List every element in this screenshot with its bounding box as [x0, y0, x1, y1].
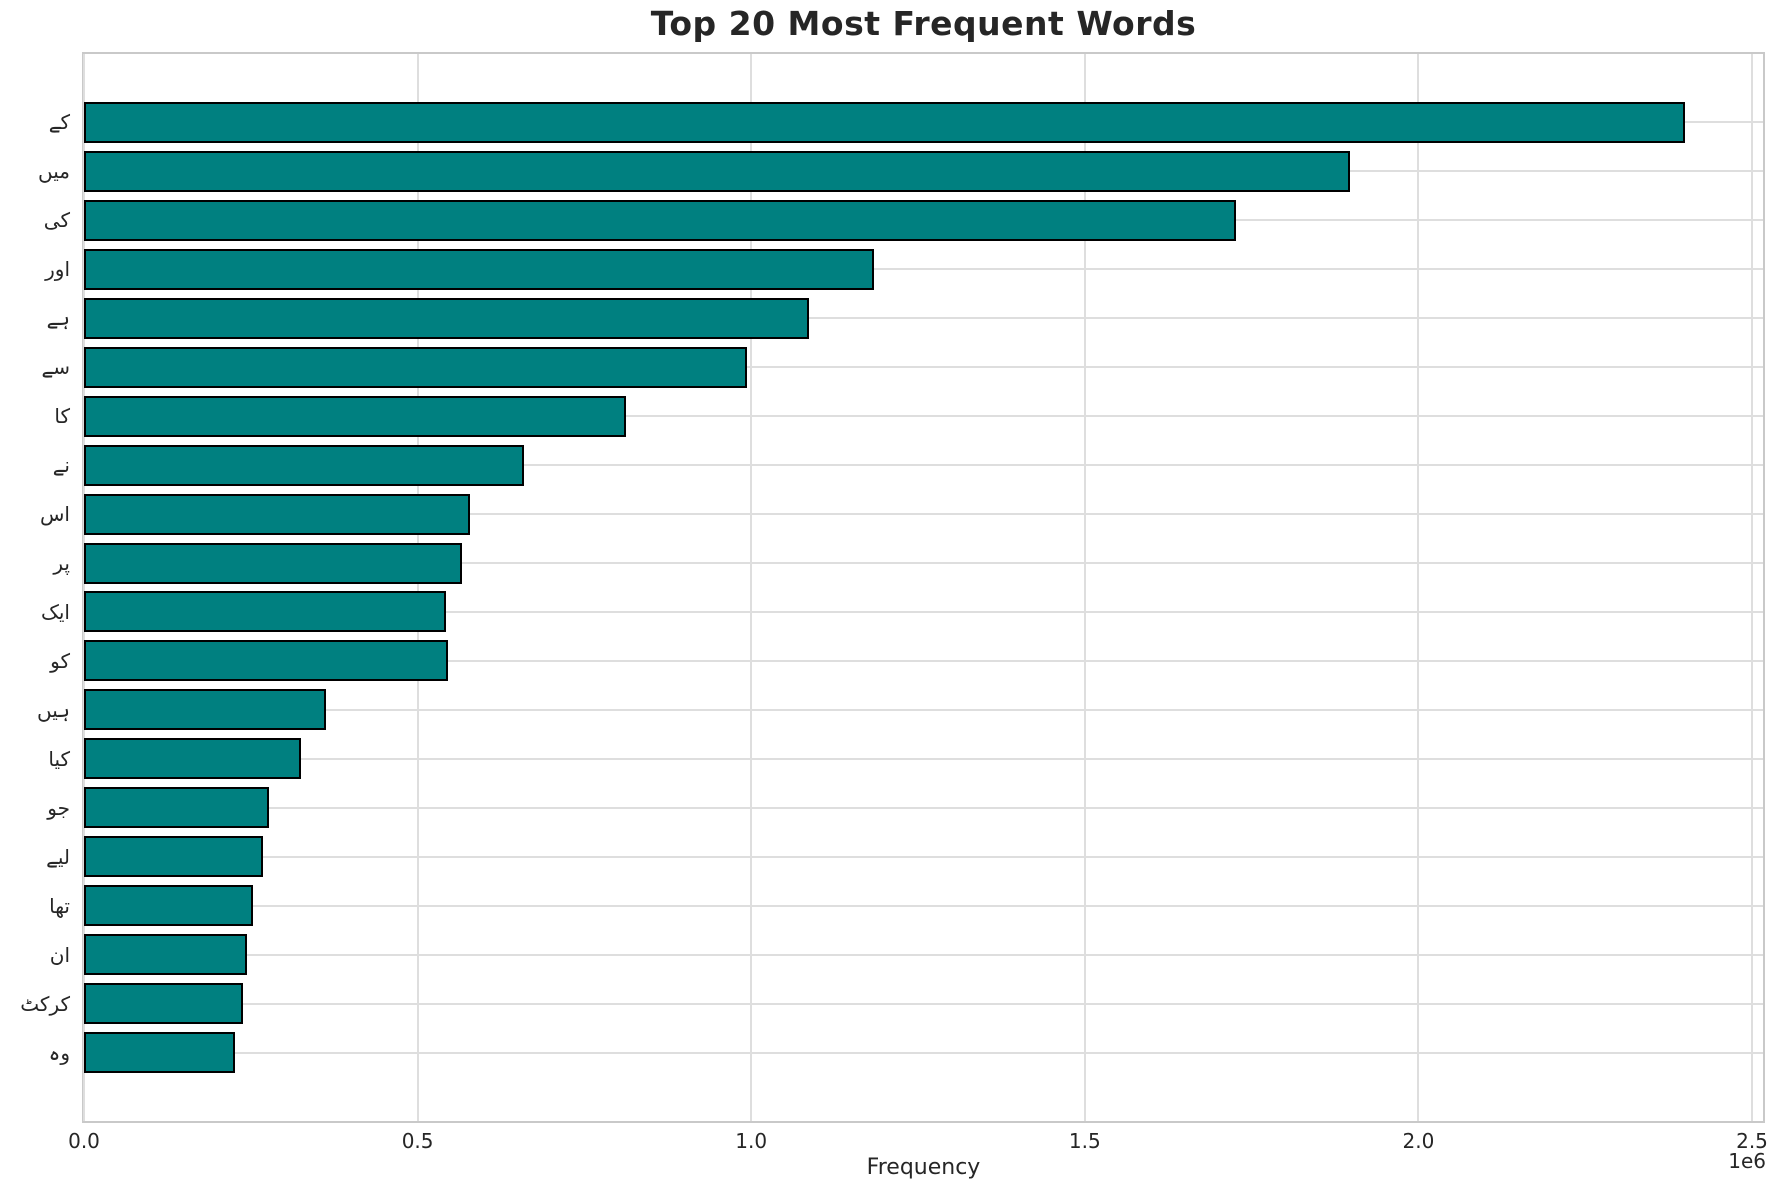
y-tick-label: جو [47, 795, 70, 820]
x-tick-label: 0.5 [401, 1129, 434, 1153]
bar [84, 591, 446, 633]
horizontal-gridline [84, 855, 1763, 858]
y-tick-label: ان [49, 942, 70, 967]
horizontal-gridline [84, 268, 1763, 271]
y-tick-label: کا [54, 404, 70, 429]
y-tick-label: سے [41, 355, 70, 380]
x-tick-label: 2.0 [1402, 1129, 1435, 1153]
x-tick-label: 0.0 [68, 1129, 100, 1153]
bar [84, 934, 247, 976]
bar [84, 542, 462, 584]
y-tick-label: کرکٹ [20, 991, 70, 1016]
vertical-gridline [416, 54, 419, 1121]
bar [84, 248, 874, 290]
horizontal-gridline [84, 415, 1763, 418]
y-tick-label: پر [53, 551, 70, 576]
y-tick-label: وہ [48, 1040, 70, 1065]
y-tick-label: تھا [49, 893, 70, 918]
bar [84, 444, 524, 486]
vertical-gridline [1751, 54, 1753, 1121]
horizontal-gridline [84, 1002, 1763, 1005]
horizontal-gridline [84, 1051, 1763, 1054]
bar [84, 493, 470, 535]
bar [84, 640, 448, 682]
y-tick-label: ہے [46, 306, 70, 331]
bar [84, 689, 326, 731]
horizontal-gridline [84, 513, 1763, 516]
vertical-gridline [83, 54, 85, 1121]
bar [84, 297, 809, 339]
bar [84, 885, 253, 927]
x-tick-label: 1.0 [735, 1129, 768, 1153]
x-axis-title: Frequency [866, 1155, 981, 1180]
horizontal-gridline [84, 610, 1763, 613]
bar [84, 150, 1350, 192]
bar [84, 101, 1685, 143]
bar [84, 199, 1236, 241]
bar [84, 983, 243, 1025]
chart-title: Top 20 Most Frequent Words [650, 4, 1197, 43]
y-axis-labels: کے میں کی اور ہے سے کا نے اس پر ایک کو ہیں کیا جو لیے تھ… [0, 52, 74, 1123]
y-tick-label: نے [52, 453, 70, 478]
horizontal-gridline [84, 757, 1763, 760]
bar [84, 738, 301, 780]
vertical-gridline [750, 54, 753, 1121]
horizontal-gridline [84, 464, 1763, 467]
bar [84, 836, 263, 878]
y-tick-label: ایک [40, 599, 70, 624]
horizontal-gridline [84, 317, 1763, 320]
horizontal-gridline [84, 904, 1763, 907]
plot-area [82, 52, 1765, 1123]
y-tick-label: کو [50, 648, 70, 673]
bar [84, 787, 269, 829]
horizontal-gridline [84, 366, 1763, 369]
x-axis-offset-text: 1e6 [1728, 1149, 1766, 1173]
y-tick-label: اس [40, 502, 70, 527]
y-tick-label: ہیں [37, 697, 70, 722]
bar [84, 395, 626, 437]
y-tick-label: کیا [48, 746, 70, 771]
y-tick-label: میں [38, 159, 70, 184]
horizontal-gridline [84, 659, 1763, 662]
y-tick-label: کی [43, 208, 70, 233]
bar [84, 346, 747, 388]
horizontal-gridline [84, 953, 1763, 956]
y-tick-label: اور [45, 257, 70, 282]
x-tick-label: 2.5 [1736, 1129, 1768, 1153]
horizontal-gridline [84, 806, 1763, 809]
vertical-gridline [1417, 54, 1420, 1121]
x-tick-label: 1.5 [1068, 1129, 1101, 1153]
vertical-gridline [1083, 54, 1086, 1121]
bar [84, 1032, 235, 1074]
horizontal-gridline [84, 562, 1763, 565]
y-tick-label: لیے [46, 844, 70, 869]
x-axis-ticks: 0.0 0.5 1.0 1.5 2.0 2.5 [68, 1129, 1768, 1157]
y-tick-label: کے [48, 110, 70, 135]
horizontal-gridline [84, 708, 1763, 711]
